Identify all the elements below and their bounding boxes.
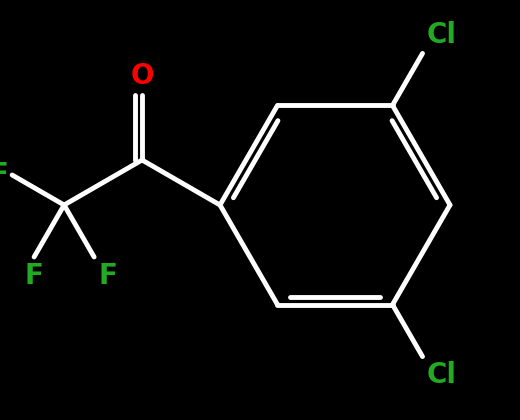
Text: F: F <box>98 262 117 290</box>
Text: Cl: Cl <box>426 360 457 389</box>
Text: O: O <box>131 62 154 90</box>
Text: Cl: Cl <box>426 21 457 50</box>
Text: F: F <box>0 161 8 189</box>
Text: F: F <box>24 262 44 290</box>
